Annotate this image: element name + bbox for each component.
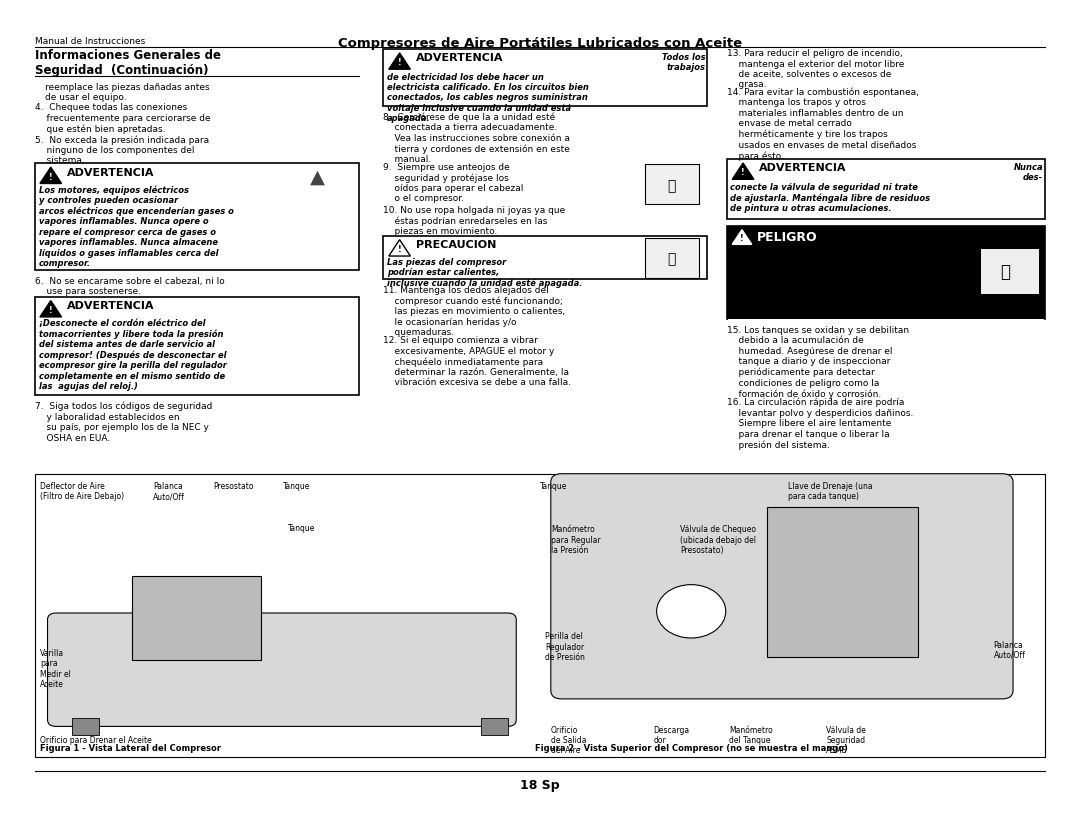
Text: Figura 1 - Vista Lateral del Compresor: Figura 1 - Vista Lateral del Compresor [40, 744, 221, 753]
Polygon shape [389, 239, 410, 256]
FancyBboxPatch shape [727, 226, 1045, 319]
FancyBboxPatch shape [727, 159, 1045, 219]
FancyBboxPatch shape [551, 474, 1013, 699]
Text: 14. Para evitar la combustión espontanea,
    mantenga los trapos y otros
    ma: 14. Para evitar la combustión espontanea… [727, 88, 919, 161]
Text: 🔥: 🔥 [1000, 263, 1011, 281]
Text: Orificio para Drenar el Aceite: Orificio para Drenar el Aceite [40, 736, 151, 746]
FancyBboxPatch shape [645, 238, 699, 278]
Text: Varilla
para
Medir el
Aceite: Varilla para Medir el Aceite [40, 649, 71, 689]
FancyBboxPatch shape [728, 319, 1044, 390]
Text: PRECAUCION: PRECAUCION [416, 240, 496, 250]
Text: Deflector de Aire
(Filtro de Aire Debajo): Deflector de Aire (Filtro de Aire Debajo… [40, 482, 124, 501]
FancyBboxPatch shape [383, 236, 707, 279]
Text: !: ! [397, 58, 402, 68]
Text: 13. Para reducir el peligro de incendio,
    mantenga el exterior del motor libr: 13. Para reducir el peligro de incendio,… [727, 49, 904, 89]
FancyBboxPatch shape [132, 576, 261, 660]
Text: 9.  Siempre use anteojos de
    seguridad y protéjase los
    oídos para operar : 9. Siempre use anteojos de seguridad y p… [383, 163, 524, 203]
Text: Manual de Instrucciones: Manual de Instrucciones [35, 37, 145, 46]
Text: Tanque: Tanque [288, 524, 315, 533]
Text: 7.  Siga todos los códigos de seguridad
    y laboralidad establecidos en
    su: 7. Siga todos los códigos de seguridad y… [35, 402, 212, 443]
Polygon shape [389, 53, 410, 69]
Text: conecte la válvula de seguridad ni trate
de ajustarla. Manténgala libre de resid: conecte la válvula de seguridad ni trate… [730, 183, 930, 213]
FancyBboxPatch shape [35, 297, 359, 395]
FancyBboxPatch shape [48, 613, 516, 726]
Text: 👓: 👓 [667, 179, 676, 193]
Text: Orificio
de Salida
del Aire: Orificio de Salida del Aire [551, 726, 586, 756]
Text: ADVERTENCIA: ADVERTENCIA [416, 53, 503, 63]
Text: ▲: ▲ [310, 168, 325, 187]
Text: !: ! [49, 173, 53, 182]
FancyBboxPatch shape [767, 507, 918, 657]
Text: 11. Mantenga los dedos alejados del
    compresor cuando esté funcionando;
    l: 11. Mantenga los dedos alejados del comp… [383, 286, 566, 337]
Polygon shape [40, 167, 62, 183]
FancyBboxPatch shape [35, 474, 1045, 757]
Text: !: ! [49, 306, 53, 315]
Text: !: ! [740, 234, 744, 244]
Text: Palanca
Auto/Off: Palanca Auto/Off [153, 482, 186, 501]
FancyBboxPatch shape [981, 249, 1039, 294]
Text: Todos los
trabajos: Todos los trabajos [662, 53, 705, 72]
Text: Llave de Drenaje (una
para cada tanque): Llave de Drenaje (una para cada tanque) [788, 482, 873, 501]
Text: 🌡: 🌡 [667, 253, 676, 266]
Text: !: ! [397, 245, 402, 254]
Text: 5.  No exceda la presión indicada para
    ninguno de los componentes del
    si: 5. No exceda la presión indicada para ni… [35, 135, 208, 165]
Text: Tanque: Tanque [540, 482, 567, 491]
Text: Nunca
des-: Nunca des- [1014, 163, 1043, 182]
Text: ADVERTENCIA: ADVERTENCIA [67, 168, 154, 178]
Text: ¡Desconecte el cordón eléctrico del
tomacorrientes y libere toda la presión
del : ¡Desconecte el cordón eléctrico del toma… [39, 319, 227, 391]
FancyBboxPatch shape [481, 718, 508, 735]
Text: de electricidad los debe hacer un
electricista calificado. En los circuitos bien: de electricidad los debe hacer un electr… [387, 73, 589, 123]
Text: Manómetro
para Regular
la Presión: Manómetro para Regular la Presión [551, 525, 600, 555]
Text: Válvula de Chequeo
(ubicada debajo del
Presostato): Válvula de Chequeo (ubicada debajo del P… [680, 525, 756, 555]
Text: 16. La circulación rápida de aire podría
    levantar polvo y desperdicios dañin: 16. La circulación rápida de aire podría… [727, 398, 914, 450]
Text: Palanca
Auto/Off: Palanca Auto/Off [994, 641, 1026, 660]
Text: Presostato: Presostato [213, 482, 253, 491]
Text: Perilla del
Regulador
de Presión: Perilla del Regulador de Presión [545, 632, 585, 662]
Circle shape [657, 585, 726, 638]
Text: 6.  No se encarame sobre el cabezal, ni lo
    use para sostenerse.: 6. No se encarame sobre el cabezal, ni l… [35, 277, 225, 296]
Polygon shape [732, 229, 752, 244]
FancyBboxPatch shape [383, 49, 707, 106]
Text: Compresores de Aire Portátiles Lubricados con Aceite: Compresores de Aire Portátiles Lubricado… [338, 37, 742, 50]
Text: Las piezas del compresor
podrían estar calientes,
inclusive cuando la unidad est: Las piezas del compresor podrían estar c… [387, 258, 582, 288]
Text: Los motores, equipos eléctricos
y controles pueden ocasionar
arcos eléctricos qu: Los motores, equipos eléctricos y contro… [39, 185, 233, 268]
Polygon shape [40, 300, 62, 317]
Text: 15. Los tanques se oxidan y se debilitan
    debido a la acumulación de
    hume: 15. Los tanques se oxidan y se debilitan… [727, 326, 909, 399]
Text: Tanque: Tanque [283, 482, 310, 491]
FancyBboxPatch shape [72, 718, 99, 735]
Text: !: ! [741, 168, 745, 178]
Text: Válvula de
Seguridad
ASME: Válvula de Seguridad ASME [826, 726, 866, 756]
Text: ADVERTENCIA: ADVERTENCIA [759, 163, 847, 173]
Text: 4.  Chequee todas las conexiones
    frecuentemente para cerciorarse de
    que : 4. Chequee todas las conexiones frecuent… [35, 103, 211, 133]
Text: Figura 2 - Vista Superior del Compresor (no se muestra el mango): Figura 2 - Vista Superior del Compresor … [535, 744, 848, 753]
Text: ¡Nunca trate de reparar o
modificar el tanque! Al
soldarlo, taladrarlo o modific: ¡Nunca trate de reparar o modificar el t… [730, 249, 919, 321]
Text: PELIGRO: PELIGRO [757, 231, 818, 244]
Text: Manómetro
del Tanque: Manómetro del Tanque [729, 726, 773, 745]
Text: 8.  Cerciórese de que la a unidad esté
    conectada a tierra adecuadamente.
   : 8. Cerciórese de que la a unidad esté co… [383, 113, 570, 164]
Text: Descarga
dor: Descarga dor [653, 726, 689, 745]
FancyBboxPatch shape [35, 163, 359, 270]
Polygon shape [732, 163, 754, 179]
Text: ADVERTENCIA: ADVERTENCIA [67, 301, 154, 311]
Text: Informaciones Generales de
Seguridad  (Continuación): Informaciones Generales de Seguridad (Co… [35, 49, 220, 78]
FancyBboxPatch shape [645, 164, 699, 204]
Text: reemplace las piezas dañadas antes
de usar el equipo.: reemplace las piezas dañadas antes de us… [45, 83, 210, 102]
Text: 10. No use ropa holgada ni joyas ya que
    éstas podrían enredarseles en las
  : 10. No use ropa holgada ni joyas ya que … [383, 206, 566, 236]
Text: 18 Sp: 18 Sp [521, 779, 559, 792]
Text: 12. Si el equipo comienza a vibrar
    excesivamente, APAGUE el motor y
    cheq: 12. Si el equipo comienza a vibrar exces… [383, 336, 571, 387]
